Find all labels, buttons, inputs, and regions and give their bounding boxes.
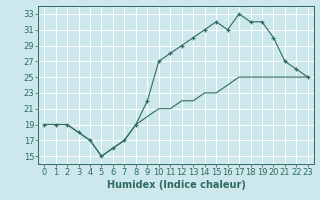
X-axis label: Humidex (Indice chaleur): Humidex (Indice chaleur) [107, 180, 245, 190]
